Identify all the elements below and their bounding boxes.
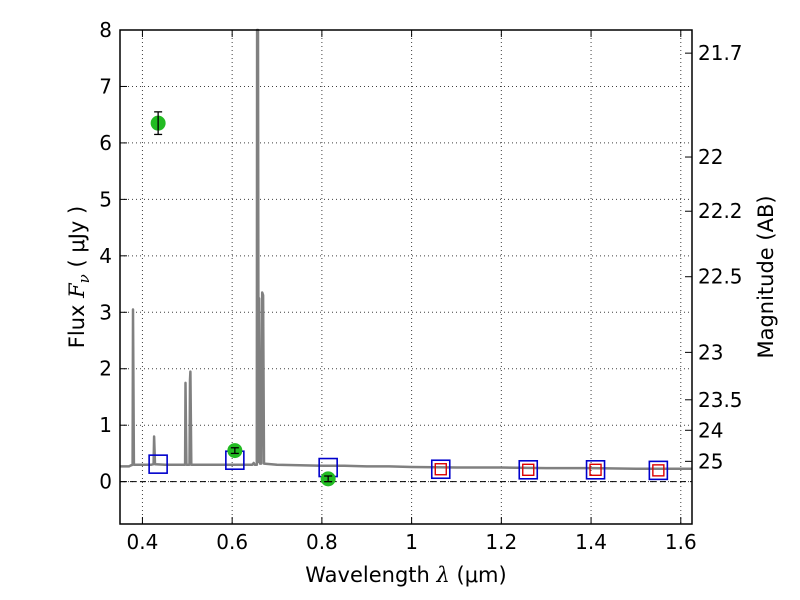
grid-layer (120, 30, 692, 524)
x-tick-label: 1.2 (485, 530, 517, 554)
y-tick-label: 1 (99, 413, 112, 437)
right-axis-label: Magnitude (AB) (754, 195, 778, 358)
model-photometry-inner-square (589, 463, 602, 477)
y-tick-label: 7 (99, 74, 112, 98)
right-tick-label: 22.5 (698, 265, 743, 289)
model-photometry-square (585, 460, 606, 480)
model-photometry-inner-square (434, 463, 447, 476)
model-photometry-square (648, 460, 669, 481)
x-tick-label: 0.8 (306, 530, 338, 554)
x-tick-label: 1.4 (575, 530, 607, 554)
y-tick-label: 4 (99, 244, 112, 268)
plot-frame (119, 29, 693, 525)
x-tick-label: 1.6 (665, 530, 697, 554)
right-tick-label: 25 (698, 449, 723, 473)
x-axis-label: Wavelength λ (μm) (305, 563, 506, 587)
right-tick-label: 24 (698, 418, 723, 442)
x-tick-label: 0.4 (127, 530, 159, 554)
y-tick-label: 0 (99, 470, 112, 494)
sed-layer (120, 28, 692, 470)
right-tick-label: 23 (698, 340, 723, 364)
x-tick-label: 1 (405, 530, 418, 554)
right-tick-label: 22 (698, 145, 723, 169)
right-tick-label: 22.2 (698, 199, 743, 223)
sed-line (120, 28, 692, 470)
y-tick-label: 5 (99, 187, 112, 211)
model-photometry-inner-square (652, 464, 665, 477)
y-tick-label: 3 (99, 300, 112, 324)
right-tick-label: 23.5 (698, 388, 743, 412)
model-photometry-layer (148, 450, 669, 481)
x-tick-label: 0.6 (216, 530, 248, 554)
observed-photometry-layer (150, 111, 336, 487)
model-photometry-square (518, 460, 539, 480)
right-tick-label: 21.7 (698, 41, 743, 65)
y-tick-label: 6 (99, 131, 112, 155)
model-photometry-inner-square (522, 463, 535, 477)
model-photometry-square (148, 454, 168, 474)
y-tick-label: 8 (99, 18, 112, 42)
y-tick-label: 2 (99, 357, 112, 381)
y-axis-label: Flux Fν ( μJy ) (65, 206, 93, 348)
tick-layer: 0.4 0.6 0.8 1 1.2 1.4 1.601234567821.72222.222… (99, 18, 742, 554)
model-photometry-square (430, 459, 451, 480)
